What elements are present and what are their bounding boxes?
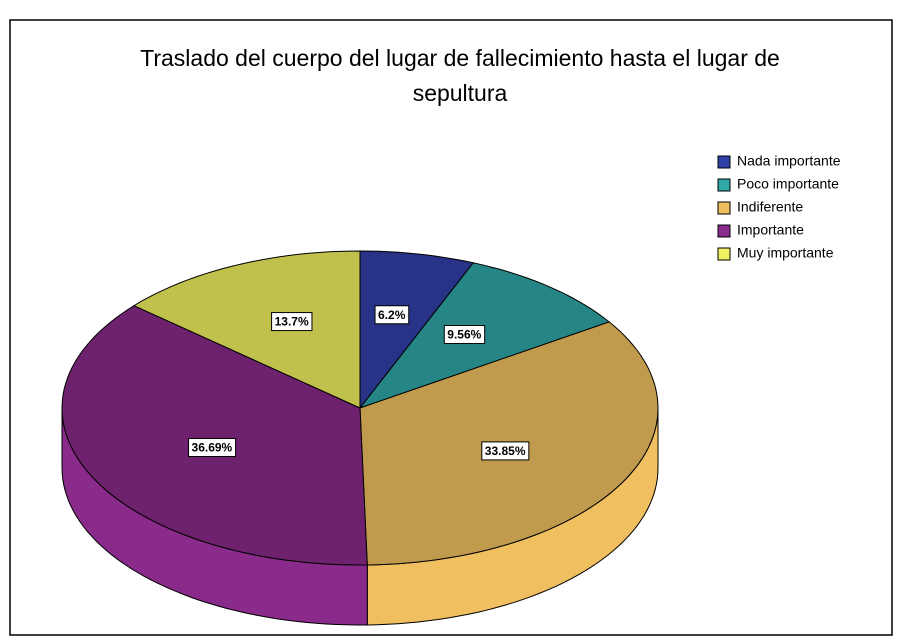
pie-slice (132, 250, 361, 409)
data-label-text: 33.85% (485, 444, 526, 458)
data-label-box (443, 325, 486, 345)
data-label: 36.69% (188, 438, 237, 458)
data-label-text: 36.69% (192, 441, 233, 455)
data-label: 6.2% (374, 305, 410, 325)
legend-label: Indiferente (737, 199, 803, 215)
legend-label: Poco importante (737, 176, 839, 192)
data-label-box (481, 441, 530, 461)
pie-slice (61, 305, 368, 566)
legend-swatch (717, 224, 731, 238)
legend-swatch (717, 247, 731, 261)
legend-swatch (717, 155, 731, 169)
data-label: 33.85% (481, 441, 530, 461)
data-label-text: 9.56% (447, 328, 481, 342)
data-label-box (188, 438, 237, 458)
legend-swatch (717, 201, 731, 215)
legend-swatch (717, 178, 731, 192)
legend-label: Muy importante (737, 245, 834, 261)
legend-label: Importante (737, 222, 804, 238)
pie-slice (359, 250, 475, 410)
data-label-box (271, 312, 313, 332)
data-label: 13.7% (271, 312, 313, 332)
legend-label: Nada importante (737, 153, 841, 169)
data-label: 9.56% (443, 325, 486, 345)
data-label-box (374, 305, 410, 325)
chart-title: Traslado del cuerpo del lugar de falleci… (140, 45, 780, 106)
data-label-text: 13.7% (275, 315, 309, 329)
data-label-text: 6.2% (378, 308, 406, 322)
